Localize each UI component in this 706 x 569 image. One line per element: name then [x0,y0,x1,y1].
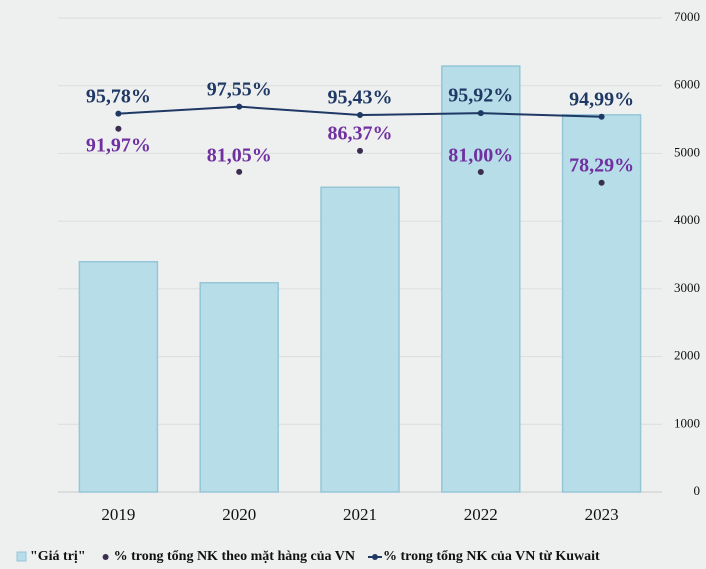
point [115,125,122,132]
y-tick-label: 6000 [674,77,700,92]
legend-swatch [371,554,378,560]
y-tick-label: 4000 [674,212,700,227]
data-label: 95,92% [448,85,513,107]
point [357,147,363,154]
point [236,103,243,110]
data-label: 81,00% [448,145,513,167]
legend-label: "Giá trị" [30,549,86,564]
data-label: 97,55% [207,78,272,100]
y-tick-label: 2000 [674,348,700,363]
data-label: 95,43% [328,87,393,109]
bar [561,114,642,493]
legend-swatch [16,551,27,562]
x-tick-label: 2020 [222,505,256,524]
data-label: 81,05% [207,144,272,166]
data-label: 95,78% [86,85,151,107]
bar [441,65,521,493]
bar [199,282,279,493]
legend-label: % trong tổng NK theo mặt hàng của VN [114,549,355,564]
x-tick-label: 2019 [101,505,135,524]
y-tick-label: 7000 [674,9,700,24]
legend-swatch [102,554,109,560]
data-label: 94,99% [569,88,634,110]
y-tick-label: 3000 [674,280,700,295]
y-tick-label: 5000 [674,144,700,159]
x-tick-label: 2022 [464,505,498,524]
point [598,179,605,186]
y-tick-label: 0 [694,483,701,498]
point [236,168,243,175]
bar [78,261,159,493]
legend-label: % trong tổng NK của VN từ Kuwait [383,549,600,564]
y-tick-label: 1000 [674,415,700,430]
data-label: 91,97% [86,134,151,156]
point [477,110,484,117]
point [598,113,605,120]
point [477,169,484,176]
data-label: 86,37% [328,122,393,144]
x-tick-label: 2021 [343,505,377,524]
bar [320,186,400,493]
point [115,110,122,117]
point [357,112,363,119]
x-tick-label: 2023 [585,505,619,524]
data-label: 78,29% [569,154,634,176]
